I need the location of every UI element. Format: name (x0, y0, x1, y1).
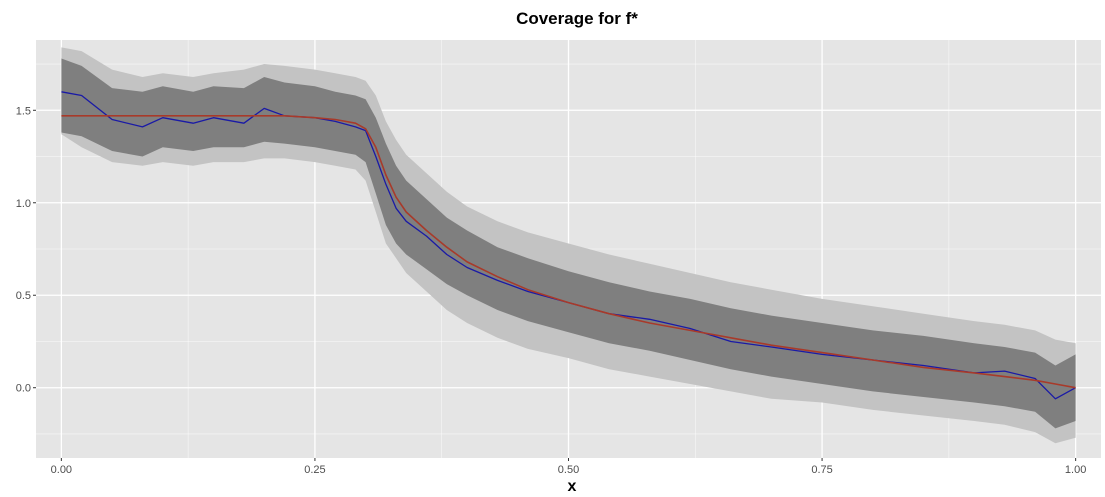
series-lines (61, 91, 1076, 400)
x-tick-label: 1.00 (1065, 464, 1086, 476)
x-tick-label: 0.50 (558, 464, 579, 476)
x-axis: 0.00 0.25 0.50 0.75 1.00 (51, 458, 1086, 476)
inner-band (61, 58, 1076, 429)
y-axis: 0.0 0.5 1.0 1.5 (16, 105, 36, 395)
x-axis-label: x (568, 478, 577, 495)
y-tick-label: 1.0 (16, 198, 31, 210)
x-tick-label: 0.25 (304, 464, 325, 476)
chart-title: Coverage for f* (516, 9, 638, 28)
x-tick-label: 0.00 (51, 464, 72, 476)
x-tick-label: 0.75 (811, 464, 832, 476)
y-tick-label: 0.5 (16, 290, 31, 302)
y-tick-label: 1.5 (16, 105, 31, 117)
y-tick-label: 0.0 (16, 383, 31, 395)
confidence-bands (61, 47, 1076, 444)
truth-line (61, 115, 1076, 389)
